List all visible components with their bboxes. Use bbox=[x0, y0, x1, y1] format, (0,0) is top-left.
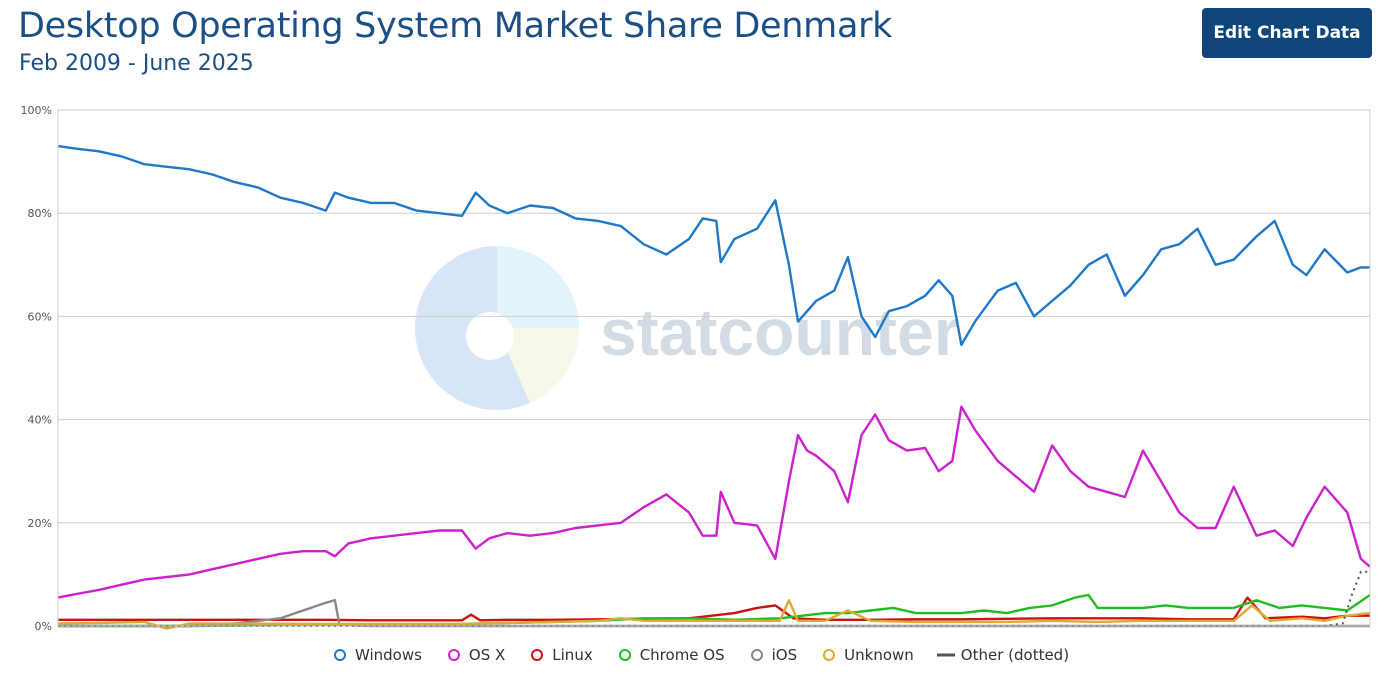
statcounter-watermark: statcounter bbox=[415, 246, 959, 410]
legend-item-chrome-os[interactable]: Chrome OS bbox=[615, 646, 725, 664]
y-tick-label: 80% bbox=[28, 207, 52, 220]
legend-marker-icon bbox=[618, 649, 631, 661]
legend-marker-icon bbox=[750, 649, 763, 661]
edit-chart-data-button[interactable]: Edit Chart Data bbox=[1202, 8, 1372, 58]
legend-label: Windows bbox=[354, 646, 422, 664]
watermark-logo-hole bbox=[466, 312, 514, 360]
legend-label: Unknown bbox=[844, 646, 914, 664]
watermark-logo-ring bbox=[415, 246, 579, 410]
legend-label: iOS bbox=[771, 646, 798, 664]
legend-label: Linux bbox=[552, 646, 593, 664]
page-title: Desktop Operating System Market Share De… bbox=[18, 6, 893, 46]
legend-marker-icon bbox=[447, 649, 460, 661]
series-line-os-x bbox=[57, 405, 1371, 599]
chart-series bbox=[57, 144, 1371, 630]
chart-legend: Windows OS X Linux Chrome OS iOS Unknown Other… bbox=[0, 646, 1399, 664]
y-tick-label: 20% bbox=[28, 517, 52, 530]
legend-marker-icon bbox=[823, 649, 836, 661]
series-line-ios bbox=[58, 599, 1370, 628]
legend-label: Other (dotted) bbox=[960, 646, 1070, 664]
legend-marker-icon bbox=[936, 653, 955, 657]
legend-item-unknown[interactable]: Unknown bbox=[819, 646, 914, 664]
y-tick-label: 0% bbox=[35, 620, 52, 633]
legend-item-os-x[interactable]: OS X bbox=[444, 646, 505, 664]
y-tick-label: 40% bbox=[28, 414, 52, 427]
watermark-logo-slice bbox=[497, 246, 579, 328]
watermark-logo-slice-2 bbox=[497, 328, 579, 403]
legend-item-linux[interactable]: Linux bbox=[527, 646, 593, 664]
legend-marker-icon bbox=[531, 649, 544, 661]
series-line-chrome-os bbox=[58, 593, 1371, 628]
y-tick-label: 60% bbox=[28, 310, 52, 323]
page-subtitle: Feb 2009 - June 2025 bbox=[19, 51, 254, 76]
series-line-windows bbox=[57, 144, 1370, 346]
legend-label: OS X bbox=[468, 646, 506, 664]
y-axis-ticks: 0% 20% 40% 60% 80% 100% bbox=[21, 104, 52, 633]
legend-item-windows[interactable]: Windows bbox=[330, 646, 422, 664]
series-line-unknown bbox=[57, 599, 1371, 630]
line-chart: statcounter 0% 20% 40% 60% 80% 100% bbox=[21, 104, 1371, 633]
plot-border bbox=[57, 109, 1371, 627]
legend-marker-icon bbox=[333, 649, 346, 661]
legend-label: Chrome OS bbox=[639, 646, 725, 664]
legend-item-other-dotted[interactable]: Other (dotted) bbox=[936, 646, 1069, 664]
series-line-linux bbox=[58, 596, 1370, 622]
legend-item-ios[interactable]: iOS bbox=[747, 646, 798, 664]
y-tick-label: 100% bbox=[21, 104, 52, 117]
